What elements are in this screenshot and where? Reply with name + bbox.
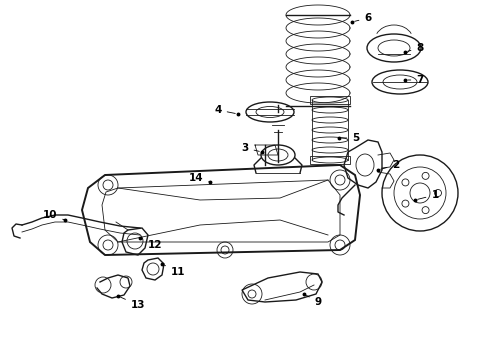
Text: 10: 10 xyxy=(43,210,65,220)
Text: 11: 11 xyxy=(165,265,185,277)
Text: 6: 6 xyxy=(355,13,371,23)
Text: 3: 3 xyxy=(242,143,259,153)
Text: 14: 14 xyxy=(189,173,210,183)
Text: 13: 13 xyxy=(121,297,145,310)
Text: 12: 12 xyxy=(140,238,162,250)
Text: 7: 7 xyxy=(408,75,424,85)
Text: 8: 8 xyxy=(408,43,424,53)
Text: 4: 4 xyxy=(214,105,235,115)
Text: 9: 9 xyxy=(306,295,321,307)
Text: 1: 1 xyxy=(417,190,439,200)
Text: 2: 2 xyxy=(381,160,400,170)
Bar xyxy=(310,156,350,164)
Text: 5: 5 xyxy=(342,133,360,143)
Bar xyxy=(310,96,350,104)
